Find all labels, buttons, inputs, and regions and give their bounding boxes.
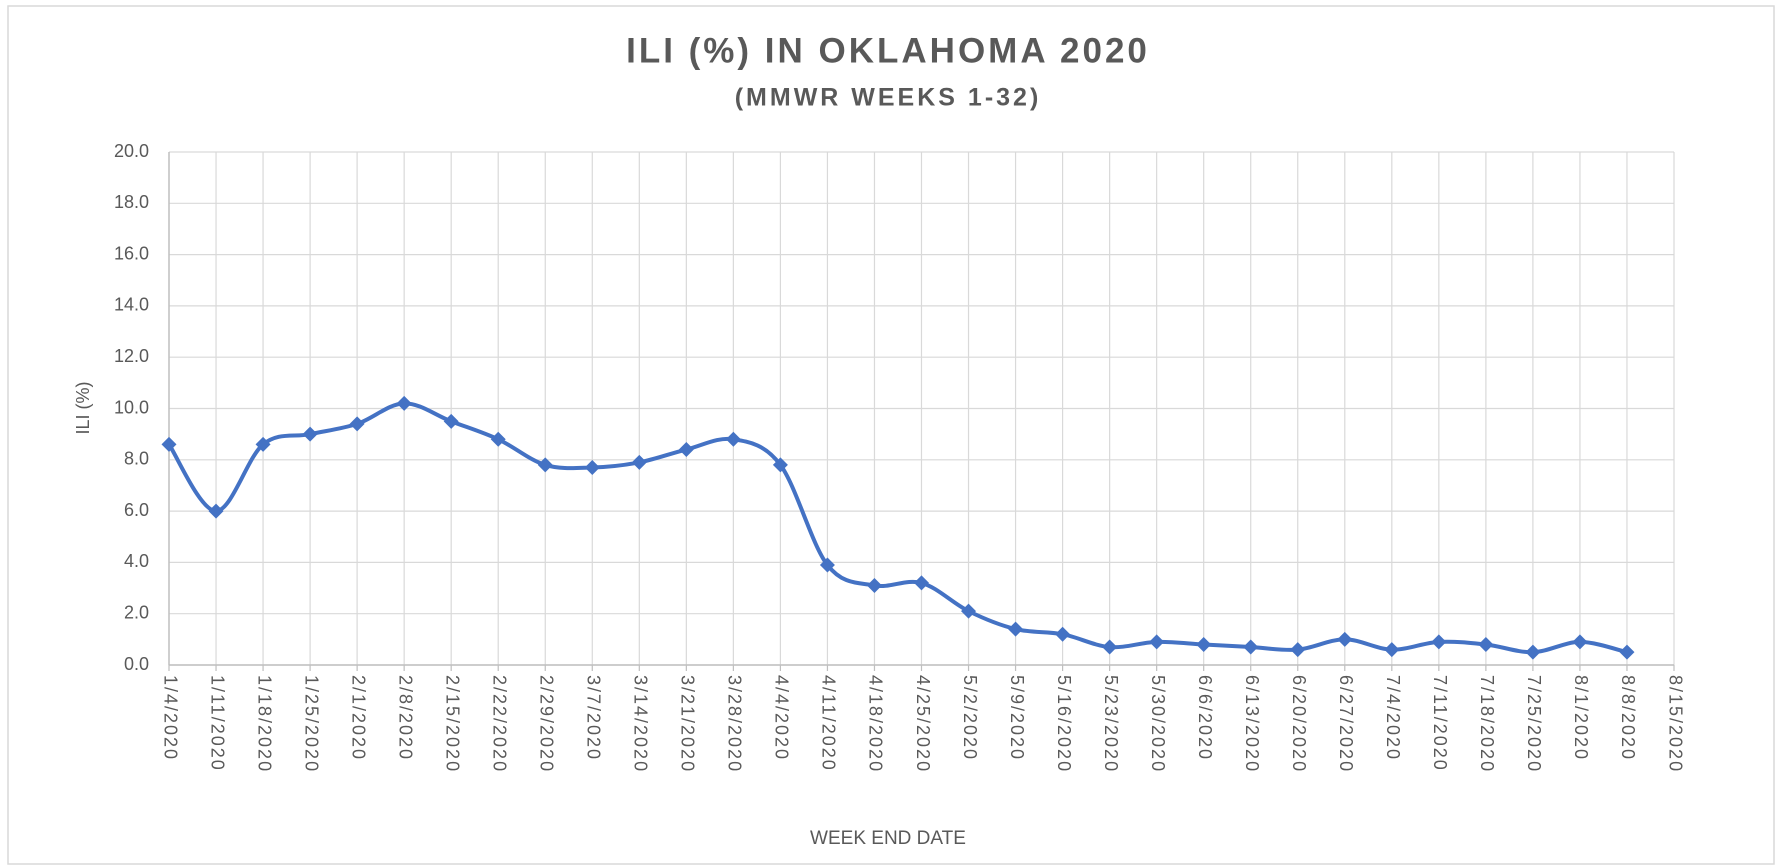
data-point [631,454,647,470]
x-tick-label: 4/25/2020 [913,675,933,773]
data-point [1431,634,1447,650]
y-tick-label: 0.0 [124,654,149,674]
data-point [302,426,318,442]
x-tick-label: 5/30/2020 [1148,675,1168,773]
x-tick-label: 1/11/2020 [207,675,227,772]
y-tick-label: 14.0 [114,295,149,315]
x-tick-label: 8/15/2020 [1665,675,1685,773]
data-point [1525,644,1541,660]
data-point [1102,639,1118,655]
y-tick-label: 4.0 [124,551,149,571]
x-tick-label: 6/13/2020 [1242,675,1262,773]
x-tick-label: 3/21/2020 [678,675,698,773]
x-tick-label: 7/25/2020 [1524,675,1544,773]
data-point [349,416,365,432]
data-point [1337,631,1353,647]
data-point [772,457,788,473]
y-tick-label: 2.0 [124,602,149,622]
x-tick-label: 4/18/2020 [866,675,886,773]
x-tick-label: 4/4/2020 [772,675,792,761]
x-tick-label: 1/25/2020 [301,675,321,773]
data-point [208,503,224,519]
y-tick-label: 16.0 [114,243,149,263]
x-tick-label: 5/9/2020 [1007,675,1027,761]
data-point [1055,626,1071,642]
data-point [1149,634,1165,650]
data-point [678,442,694,458]
data-point [819,557,835,573]
data-point [1290,642,1306,658]
x-tick-label: 5/16/2020 [1054,675,1074,773]
y-tick-label: 8.0 [124,449,149,469]
x-tick-label: 3/14/2020 [631,675,651,773]
y-tick-label: 6.0 [124,500,149,520]
x-tick-label: 1/4/2020 [160,675,180,761]
data-point [255,436,271,452]
y-tick-label: 10.0 [114,397,149,417]
x-axis-label: WEEK END DATE [810,828,966,849]
chart-subtitle: (MMWR WEEKS 1-32) [735,84,1042,112]
x-tick-label: 6/6/2020 [1195,675,1215,761]
y-axis-label: ILI (%) [73,381,93,434]
x-tick-label: 7/11/2020 [1430,675,1450,772]
x-tick-label: 3/28/2020 [725,675,745,773]
x-tick-label: 8/8/2020 [1618,675,1638,761]
x-tick-label: 5/23/2020 [1101,675,1121,773]
x-tick-label: 7/18/2020 [1477,675,1497,773]
data-point [490,431,506,447]
data-point [914,575,929,591]
x-tick-label: 5/2/2020 [960,675,980,761]
data-point [1619,644,1635,660]
x-tick-label: 8/1/2020 [1571,675,1591,761]
x-tick-label: 3/7/2020 [584,675,604,761]
data-point [1243,639,1259,655]
data-point [443,413,459,429]
y-tick-label: 18.0 [114,192,149,212]
x-tick-label: 7/4/2020 [1383,675,1403,761]
data-point [961,603,977,619]
x-tick-label: 6/20/2020 [1289,675,1309,773]
x-tick-label: 2/1/2020 [348,675,368,761]
x-tick-label: 6/27/2020 [1336,675,1356,773]
data-point [584,459,600,475]
data-point [1196,636,1212,652]
y-tick-label: 20.0 [114,141,149,161]
data-point [537,457,553,473]
data-point [866,577,882,593]
data-point [725,431,741,447]
data-point [1572,634,1588,650]
chart-title: ILI (%) IN OKLAHOMA 2020 [626,31,1150,70]
data-point [1478,636,1494,652]
x-tick-label: 2/8/2020 [395,675,415,761]
data-point [1384,642,1400,658]
x-tick-label: 2/29/2020 [537,675,557,773]
x-tick-label: 2/22/2020 [489,675,509,773]
x-tick-label: 2/15/2020 [442,675,462,773]
data-point [396,395,412,411]
y-tick-label: 12.0 [114,346,149,366]
x-tick-label: 1/18/2020 [254,675,274,773]
data-point [1008,621,1024,637]
x-tick-label: 4/11/2020 [819,675,839,772]
data-point [161,436,177,452]
